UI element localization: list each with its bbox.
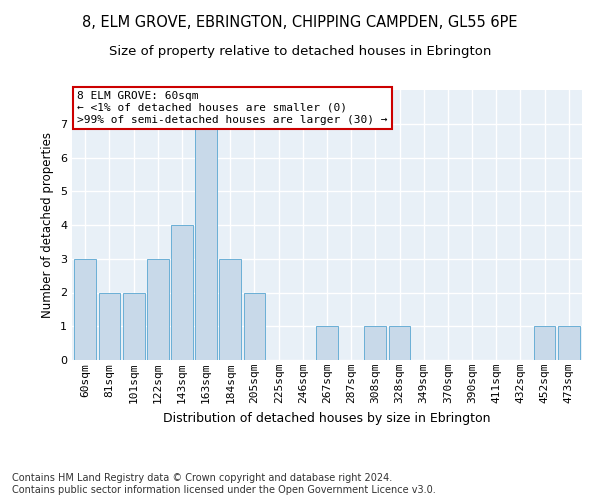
Bar [364, 326, 386, 360]
Bar [558, 326, 580, 360]
Text: 8, ELM GROVE, EBRINGTON, CHIPPING CAMPDEN, GL55 6PE: 8, ELM GROVE, EBRINGTON, CHIPPING CAMPDE… [82, 15, 518, 30]
Bar [533, 326, 556, 360]
Bar [147, 259, 169, 360]
Bar [74, 259, 96, 360]
Text: 8 ELM GROVE: 60sqm
← <1% of detached houses are smaller (0)
>99% of semi-detache: 8 ELM GROVE: 60sqm ← <1% of detached hou… [77, 92, 388, 124]
Bar [171, 225, 193, 360]
X-axis label: Distribution of detached houses by size in Ebrington: Distribution of detached houses by size … [163, 412, 491, 424]
Bar [195, 124, 217, 360]
Text: Size of property relative to detached houses in Ebrington: Size of property relative to detached ho… [109, 45, 491, 58]
Bar [244, 292, 265, 360]
Bar [220, 259, 241, 360]
Bar [123, 292, 145, 360]
Text: Contains HM Land Registry data © Crown copyright and database right 2024.
Contai: Contains HM Land Registry data © Crown c… [12, 474, 436, 495]
Bar [316, 326, 338, 360]
Bar [98, 292, 121, 360]
Bar [389, 326, 410, 360]
Y-axis label: Number of detached properties: Number of detached properties [41, 132, 55, 318]
